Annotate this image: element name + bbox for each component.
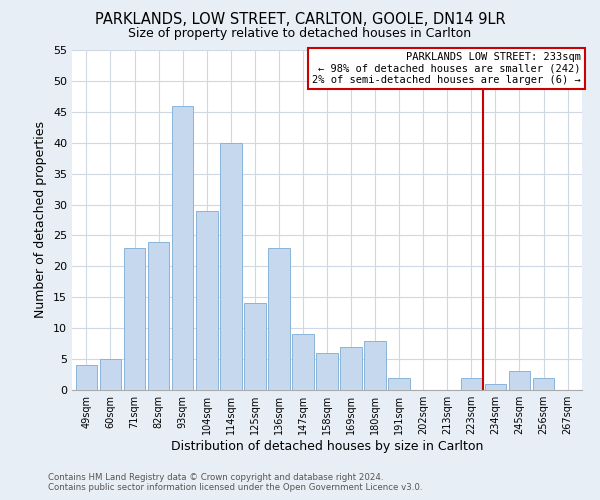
Bar bbox=[388, 378, 410, 390]
Text: Size of property relative to detached houses in Carlton: Size of property relative to detached ho… bbox=[128, 28, 472, 40]
Y-axis label: Number of detached properties: Number of detached properties bbox=[34, 122, 47, 318]
Text: PARKLANDS, LOW STREET, CARLTON, GOOLE, DN14 9LR: PARKLANDS, LOW STREET, CARLTON, GOOLE, D… bbox=[95, 12, 505, 28]
Bar bbox=[485, 384, 506, 390]
Bar bbox=[196, 210, 218, 390]
Bar bbox=[364, 340, 386, 390]
Bar bbox=[268, 248, 290, 390]
Bar bbox=[244, 304, 266, 390]
X-axis label: Distribution of detached houses by size in Carlton: Distribution of detached houses by size … bbox=[171, 440, 483, 453]
Text: Contains HM Land Registry data © Crown copyright and database right 2024.: Contains HM Land Registry data © Crown c… bbox=[48, 474, 383, 482]
Bar bbox=[100, 359, 121, 390]
Bar bbox=[509, 372, 530, 390]
Bar bbox=[340, 346, 362, 390]
Bar bbox=[292, 334, 314, 390]
Bar bbox=[461, 378, 482, 390]
Bar bbox=[533, 378, 554, 390]
Bar bbox=[124, 248, 145, 390]
Bar bbox=[148, 242, 169, 390]
Bar bbox=[76, 366, 97, 390]
Bar bbox=[172, 106, 193, 390]
Bar bbox=[316, 353, 338, 390]
Text: PARKLANDS LOW STREET: 233sqm
← 98% of detached houses are smaller (242)
2% of se: PARKLANDS LOW STREET: 233sqm ← 98% of de… bbox=[312, 52, 581, 85]
Bar bbox=[220, 142, 242, 390]
Text: Contains public sector information licensed under the Open Government Licence v3: Contains public sector information licen… bbox=[48, 484, 422, 492]
